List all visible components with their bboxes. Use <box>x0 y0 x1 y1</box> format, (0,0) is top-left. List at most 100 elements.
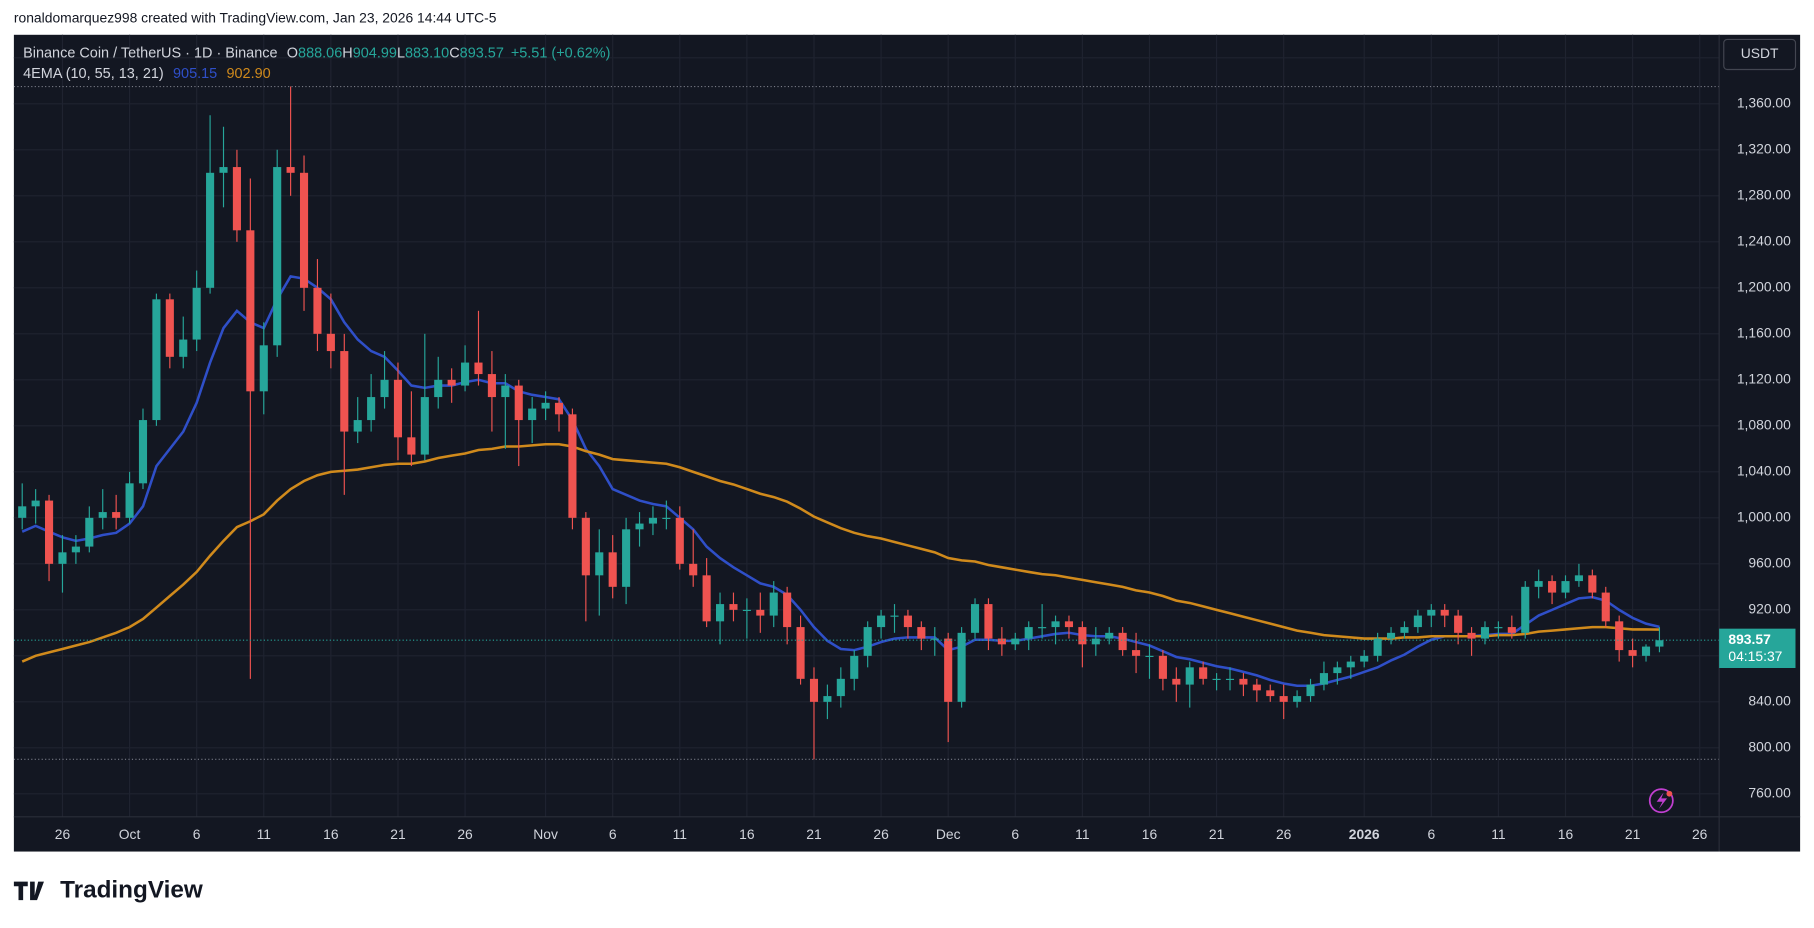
y-tick-label: 1,360.00 <box>1737 94 1791 110</box>
candle-body <box>71 546 80 553</box>
x-tick-label: 11 <box>673 826 688 842</box>
candle-body <box>434 379 443 398</box>
x-tick-label: 26 <box>1276 826 1292 842</box>
candle-body <box>138 420 148 484</box>
price-tag <box>1719 628 1796 668</box>
x-tick-label: 16 <box>1142 826 1158 842</box>
candle-body <box>1185 667 1194 685</box>
candle-body <box>1521 586 1530 633</box>
candle-body <box>715 604 725 622</box>
legend-ohlc-value: 904.99 <box>353 45 397 61</box>
candle-body <box>635 523 644 530</box>
candle-body <box>997 638 1006 645</box>
currency-box[interactable] <box>1723 38 1797 71</box>
candle-body <box>1239 678 1248 685</box>
candle-body <box>380 379 389 398</box>
candle-body <box>286 167 295 173</box>
alert-icon[interactable] <box>1648 788 1674 814</box>
candle-body <box>1467 632 1476 639</box>
candle-body <box>393 379 403 438</box>
price-tag-value: 893.57 <box>1728 631 1771 647</box>
candle-body <box>179 339 188 357</box>
x-tick-label: 21 <box>1209 826 1225 842</box>
x-tick-label: 11 <box>1491 826 1506 842</box>
candle-body <box>514 385 523 421</box>
candle-body <box>112 512 121 518</box>
legend-indicator: 4EMA (10, 55, 13, 21) 905.15 902.90 <box>23 66 271 82</box>
candle-body <box>1132 650 1141 656</box>
legend-series-value: 902.90 <box>226 66 270 82</box>
legend-ohlc-value: 893.57 <box>460 45 504 61</box>
candle-body <box>729 604 738 610</box>
candle-body <box>903 615 912 628</box>
candle-body <box>152 299 161 421</box>
candle-body <box>1561 581 1570 593</box>
y-tick-label: 1,000.00 <box>1737 509 1791 525</box>
x-tick-label: 11 <box>257 826 272 842</box>
candle-body <box>58 552 67 564</box>
chart-pane <box>13 34 1801 852</box>
y-tick-label: 1,080.00 <box>1737 416 1791 432</box>
candle-body <box>1279 696 1288 702</box>
y-tick-label: 760.00 <box>1748 785 1791 801</box>
candle-body <box>1494 627 1503 629</box>
candle-body <box>662 517 671 519</box>
candle-body <box>219 167 228 173</box>
candle-body <box>31 500 40 507</box>
x-tick-label: 26 <box>55 826 71 842</box>
candle-body <box>1507 627 1516 633</box>
candle-body <box>45 500 54 564</box>
x-tick-label: 26 <box>873 826 889 842</box>
candle-body <box>1641 646 1651 656</box>
x-tick-label: 26 <box>1692 826 1708 842</box>
candle-body <box>273 167 282 346</box>
candle-body <box>1105 632 1114 639</box>
x-tick-label: 6 <box>193 826 201 842</box>
candle-body <box>796 627 805 679</box>
marks <box>13 85 1720 760</box>
ema-line <box>21 274 1660 688</box>
candle-body <box>165 299 174 357</box>
countdown: 04:15:37 <box>1728 648 1782 664</box>
candle-body <box>742 609 751 611</box>
legend-ohlc-value: 883.10 <box>405 45 449 61</box>
y-tick-label: 800.00 <box>1748 739 1791 755</box>
candle-body <box>340 351 349 432</box>
candle-body <box>1091 638 1100 645</box>
candle-body <box>1480 627 1490 639</box>
candle-body <box>1588 575 1597 593</box>
currency: USDT <box>1741 45 1779 61</box>
candle-body <box>1306 684 1315 697</box>
candle-body <box>98 512 107 518</box>
legend-ohlc-name: L <box>397 45 405 61</box>
candle-body <box>581 517 590 576</box>
candle-body <box>1024 627 1033 639</box>
candle-body <box>1319 673 1328 685</box>
candle-body <box>1038 627 1047 629</box>
candle-body <box>85 517 94 547</box>
candle-body <box>1628 650 1637 656</box>
candle-body <box>528 408 537 421</box>
candle-body <box>192 287 201 340</box>
candle-body <box>783 592 792 628</box>
legend-symbol: Binance Coin / TetherUS · 1D · Binance <box>23 45 277 61</box>
candle-body <box>501 385 510 398</box>
candle-body <box>1252 684 1261 691</box>
candle-body <box>554 402 564 415</box>
candle-body <box>1440 609 1449 616</box>
candle-body <box>568 414 577 518</box>
alert-dot <box>1666 790 1673 797</box>
candle-body <box>1601 592 1610 622</box>
candle-body <box>1225 678 1235 680</box>
y-tick-label: 1,120.00 <box>1737 370 1791 386</box>
candle-body <box>756 609 765 616</box>
candle-body <box>1615 621 1624 651</box>
candle-body <box>1413 615 1422 628</box>
candle-body <box>461 362 470 386</box>
x-tick-label: 26 <box>457 826 473 842</box>
candle-body <box>1266 690 1275 697</box>
candle-body <box>487 374 496 398</box>
y-tick-label: 1,240.00 <box>1737 232 1791 248</box>
